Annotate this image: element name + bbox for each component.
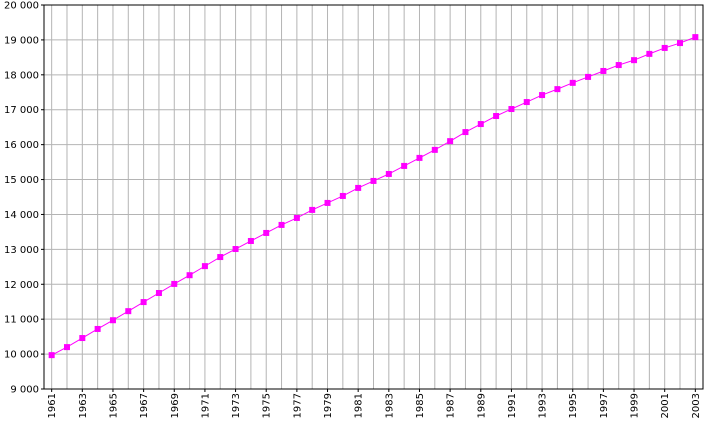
data-point: [615, 62, 622, 69]
data-point: [278, 221, 285, 228]
data-point: [324, 199, 331, 206]
data-point: [125, 308, 132, 315]
y-tick-label: 13 000: [4, 245, 39, 256]
x-tick-label: 1997: [599, 393, 610, 418]
y-tick-label: 10 000: [4, 350, 39, 361]
data-point: [355, 184, 362, 191]
data-point: [171, 280, 178, 287]
data-point: [48, 352, 55, 359]
data-point: [493, 113, 500, 120]
y-tick-label: 12 000: [4, 280, 39, 291]
data-point: [431, 146, 438, 153]
y-tick-label: 19 000: [4, 35, 39, 46]
data-point: [661, 44, 668, 51]
data-point: [201, 263, 208, 270]
data-point: [217, 254, 224, 261]
data-point: [631, 57, 638, 64]
data-point: [447, 138, 454, 145]
y-tick-label: 18 000: [4, 70, 39, 81]
data-point: [339, 192, 346, 199]
x-tick-label: 1967: [139, 393, 150, 418]
x-tick-label: 1993: [538, 393, 549, 418]
x-tick-label: 1973: [231, 393, 242, 418]
data-point: [94, 325, 101, 332]
data-point: [692, 34, 699, 41]
data-point: [263, 229, 270, 236]
y-tick-label: 9 000: [10, 385, 39, 396]
data-point: [477, 121, 484, 128]
y-tick-label: 11 000: [4, 315, 39, 326]
x-tick-label: 1975: [262, 393, 273, 418]
x-tick-label: 1963: [78, 393, 89, 418]
x-tick-label: 1977: [292, 393, 303, 418]
x-tick-label: 1985: [415, 393, 426, 418]
data-point: [508, 106, 515, 113]
y-tick-label: 15 000: [4, 175, 39, 186]
data-point: [600, 67, 607, 74]
data-point: [385, 170, 392, 177]
data-point: [539, 92, 546, 99]
data-point: [293, 214, 300, 221]
data-point: [309, 206, 316, 213]
data-point: [79, 335, 86, 342]
x-tick-label: 1979: [323, 393, 334, 418]
data-point: [186, 272, 193, 279]
x-tick-label: 1991: [507, 393, 518, 418]
data-point: [63, 344, 70, 351]
x-tick-label: 1983: [384, 393, 395, 418]
data-point: [462, 129, 469, 136]
x-tick-label: 1995: [568, 393, 579, 418]
x-tick-label: 2003: [691, 393, 702, 418]
data-point: [585, 73, 592, 80]
y-tick-label: 14 000: [4, 210, 39, 221]
x-tick-label: 1961: [47, 393, 58, 418]
x-tick-label: 2001: [660, 393, 671, 418]
y-tick-label: 20 000: [4, 1, 39, 12]
data-point: [523, 99, 530, 106]
data-point: [140, 299, 147, 306]
x-tick-label: 1999: [630, 393, 641, 418]
plot-frame: [43, 4, 704, 390]
x-tick-label: 1981: [354, 393, 365, 418]
data-point: [569, 79, 576, 86]
data-point: [370, 177, 377, 184]
x-tick-label: 1969: [170, 393, 181, 418]
data-point: [677, 40, 684, 47]
data-point: [109, 317, 116, 324]
x-tick-label: 1987: [446, 393, 457, 418]
data-point: [401, 162, 408, 169]
x-tick-label: 1965: [108, 393, 119, 418]
data-point: [155, 290, 162, 296]
data-point: [232, 246, 239, 253]
y-tick-label: 16 000: [4, 140, 39, 151]
data-point: [416, 154, 423, 161]
x-tick-label: 1971: [200, 393, 211, 418]
data-point: [554, 86, 561, 93]
x-tick-label: 1989: [476, 393, 487, 418]
y-tick-label: 17 000: [4, 105, 39, 116]
data-point: [247, 237, 254, 244]
data-point: [646, 50, 653, 57]
